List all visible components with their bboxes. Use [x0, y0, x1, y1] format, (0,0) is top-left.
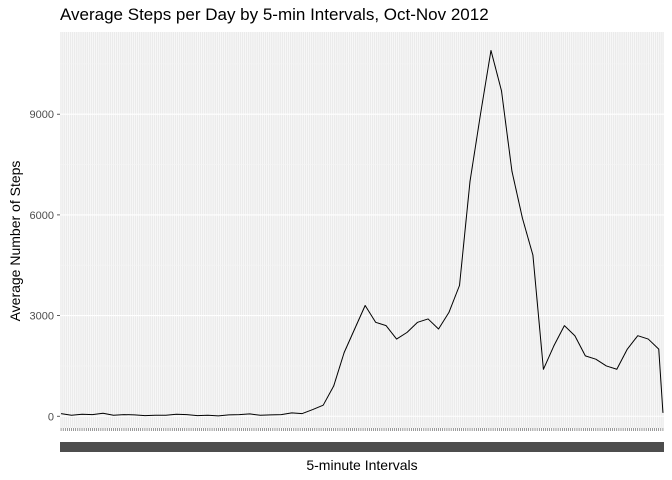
x-axis-ticks	[60, 428, 664, 452]
x-axis-label: 5-minute Intervals	[306, 457, 418, 473]
x-tick-labels-band	[60, 442, 664, 452]
y-tick-label: 6000	[30, 210, 54, 222]
chart-title: Average Steps per Day by 5-min Intervals…	[60, 5, 489, 24]
y-tick-label: 0	[48, 411, 54, 423]
y-axis-label: Average Number of Steps	[7, 160, 23, 322]
grid-lines	[60, 32, 664, 428]
series-line	[60, 49, 664, 417]
y-tick-label: 9000	[30, 109, 54, 121]
series-layer	[60, 49, 664, 417]
y-axis-ticks: 0 3000 6000 9000	[30, 109, 60, 423]
y-tick-label: 3000	[30, 311, 54, 323]
plot-panel	[60, 32, 664, 428]
